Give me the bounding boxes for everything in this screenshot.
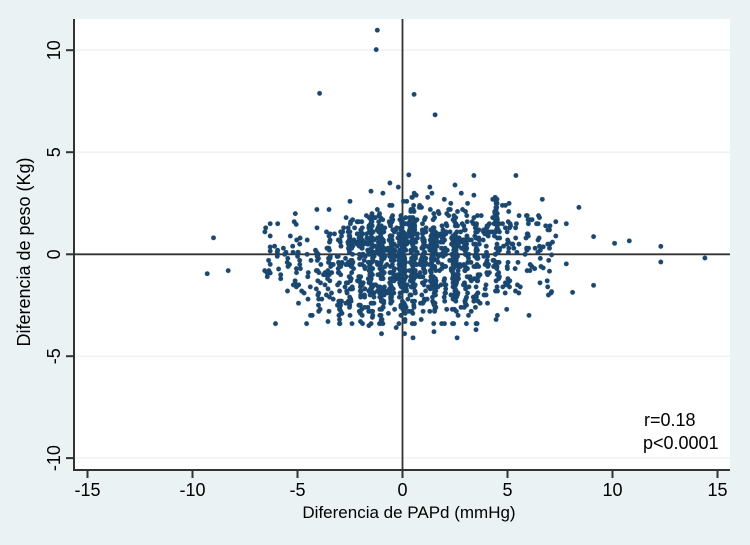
svg-text:-10: -10 [179, 480, 205, 500]
svg-text:0: 0 [397, 480, 407, 500]
svg-text:5: 5 [44, 147, 64, 157]
svg-text:Diferencia de peso (Kg): Diferencia de peso (Kg) [14, 157, 34, 346]
svg-text:0: 0 [44, 249, 64, 259]
svg-text:r=0.18: r=0.18 [644, 410, 696, 430]
svg-text:5: 5 [502, 480, 512, 500]
svg-text:-15: -15 [74, 480, 100, 500]
svg-text:15: 15 [707, 480, 727, 500]
svg-text:-5: -5 [44, 348, 64, 364]
svg-text:Diferencia de PAPd (mmHg): Diferencia de PAPd (mmHg) [302, 503, 515, 522]
svg-text:-10: -10 [44, 445, 64, 471]
svg-text:10: 10 [44, 40, 64, 60]
svg-text:p<0.0001: p<0.0001 [643, 433, 719, 453]
svg-text:-5: -5 [289, 480, 305, 500]
svg-text:10: 10 [602, 480, 622, 500]
